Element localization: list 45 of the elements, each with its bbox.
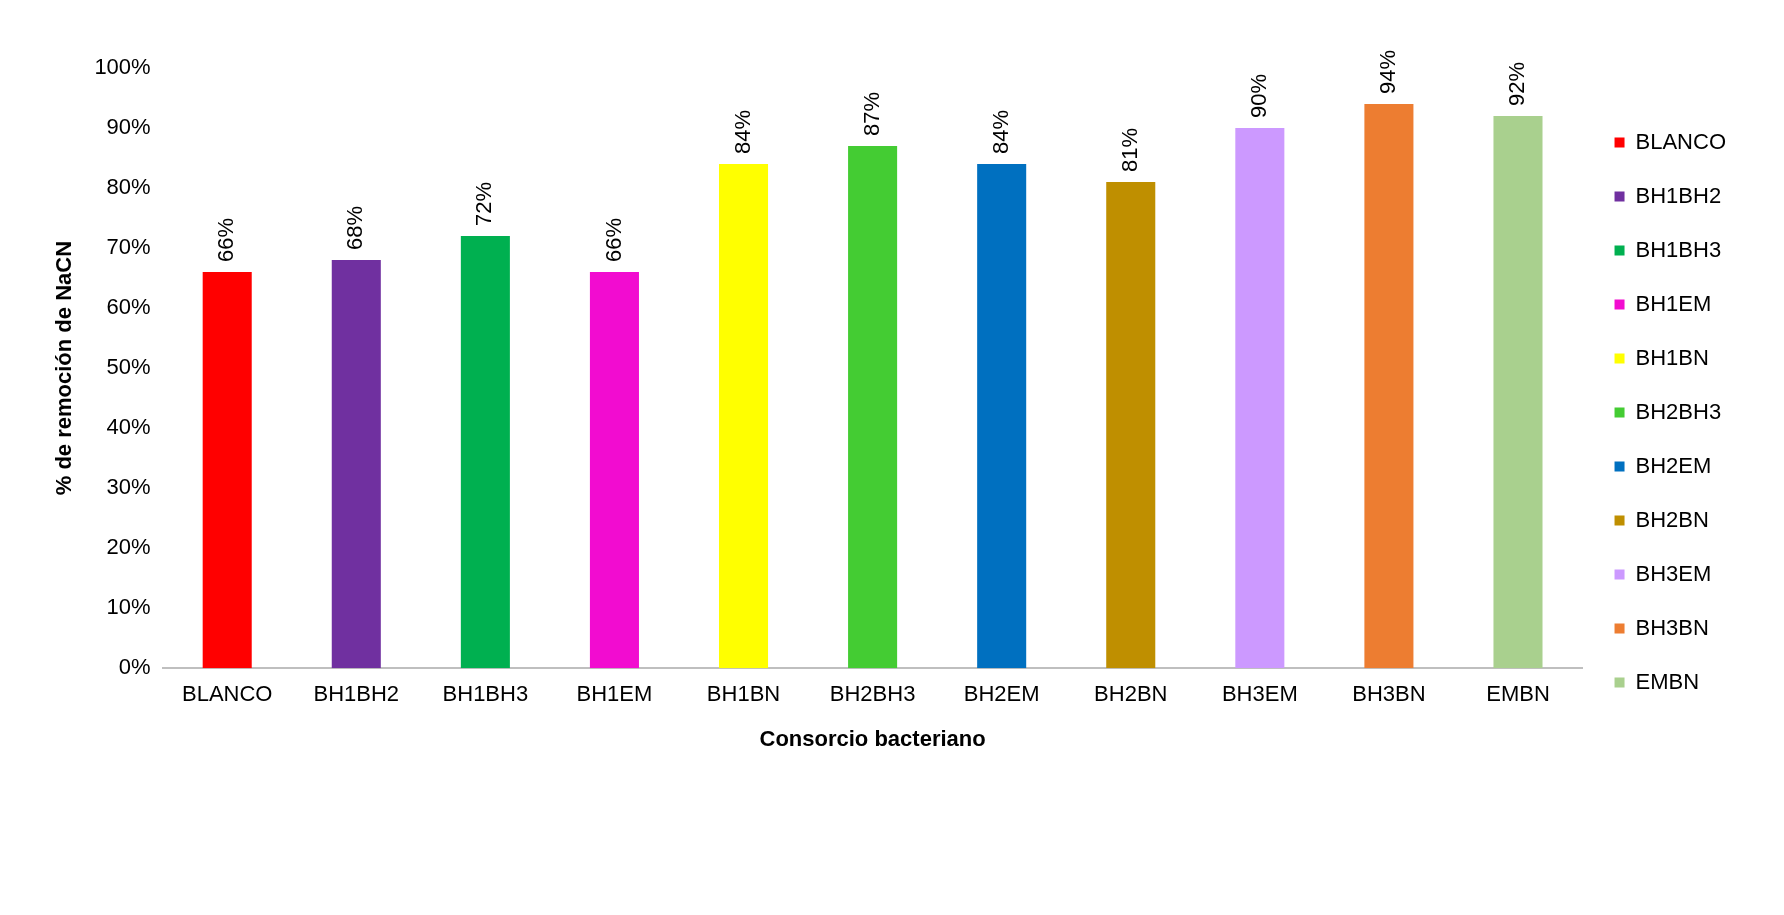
y-tick-label: 50% <box>106 354 151 380</box>
x-tick-label: BLANCO <box>181 681 273 707</box>
x-tick-label: BH1EM <box>576 681 653 707</box>
legend-label: BH2BH3 <box>1635 398 1722 424</box>
legend-label: BH2BN <box>1635 506 1709 532</box>
y-tick-label: 70% <box>106 234 151 260</box>
data-label: 84% <box>729 109 755 155</box>
y-tick-label: 30% <box>106 474 151 500</box>
x-tick-label: BH3BN <box>1352 681 1426 707</box>
legend-label: BH1BN <box>1635 344 1709 370</box>
legend-label: BH1BH2 <box>1635 182 1722 208</box>
data-label: 84% <box>987 109 1013 155</box>
x-tick-label: BH1BH3 <box>442 681 529 707</box>
y-tick-label: 60% <box>106 294 151 320</box>
y-tick-label: 90% <box>106 114 151 140</box>
x-tick-label: BH1BN <box>706 681 781 707</box>
legend-label: BH2EM <box>1635 452 1712 478</box>
data-label: 72% <box>471 182 497 227</box>
x-tick-label: BH2BN <box>1094 681 1168 707</box>
x-tick-label: BH2EM <box>963 681 1040 707</box>
y-tick-label: 100% <box>94 54 151 80</box>
data-label: 94% <box>1374 49 1400 95</box>
data-label: 92% <box>1504 61 1530 107</box>
legend-label: BH1EM <box>1635 290 1712 316</box>
y-tick-label: 80% <box>106 174 151 200</box>
data-label: 90% <box>1245 73 1271 119</box>
y-axis-title: % de remoción de NaCN <box>51 240 77 496</box>
y-tick-label: 20% <box>106 534 151 560</box>
data-label: 66% <box>600 218 626 263</box>
legend-label: BH1BH3 <box>1635 236 1722 262</box>
data-label: 66% <box>213 218 239 263</box>
data-label: 87% <box>858 91 884 137</box>
x-tick-label: BH1BH2 <box>313 681 400 707</box>
legend-label: BH3BN <box>1635 614 1709 640</box>
y-tick-label: 0% <box>118 654 151 680</box>
data-label: 81% <box>1116 127 1142 173</box>
x-tick-label: EMBN <box>1486 681 1550 707</box>
x-tick-label: BH2BH3 <box>829 681 916 707</box>
x-axis-title: Consorcio bacteriano <box>759 725 986 751</box>
legend-label: BH3EM <box>1635 560 1712 586</box>
y-tick-label: 40% <box>106 414 151 440</box>
legend-label: BLANCO <box>1635 128 1727 154</box>
data-label: 68% <box>342 206 368 251</box>
x-tick-label: BH3EM <box>1221 681 1298 707</box>
y-tick-label: 10% <box>106 594 151 620</box>
